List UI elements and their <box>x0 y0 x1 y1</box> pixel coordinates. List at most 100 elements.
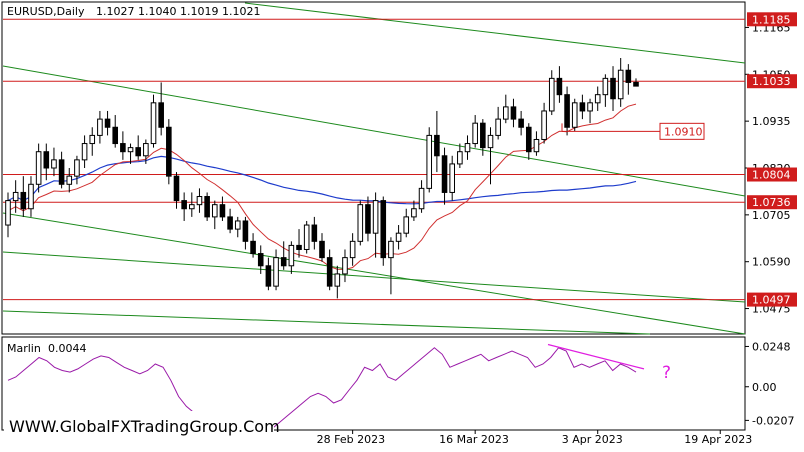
bull-candle-body <box>357 204 364 242</box>
oscillator-axis-label: -0.0207 <box>752 414 794 427</box>
candle <box>365 196 371 242</box>
bear-candle-body <box>166 126 172 177</box>
candle <box>411 200 417 221</box>
bull-candle-body <box>143 143 149 157</box>
bull-candle-body <box>234 220 241 230</box>
candle <box>234 216 241 238</box>
candle <box>525 123 532 160</box>
candle <box>43 143 50 181</box>
bull-candle-body <box>196 196 203 206</box>
candle <box>265 257 272 291</box>
bear-candle-body <box>257 253 264 267</box>
bear-candle-body <box>311 224 318 242</box>
candle <box>74 155 80 185</box>
candle <box>250 233 256 258</box>
bear-candle-body <box>112 126 119 145</box>
bear-candle-body <box>296 244 302 250</box>
level-price-label: 1.0736 <box>752 196 791 209</box>
candle <box>633 78 639 87</box>
candle <box>434 110 440 173</box>
bull-candle-body <box>81 143 88 161</box>
candle <box>158 82 164 136</box>
candle <box>97 110 103 144</box>
bull-candle-body <box>51 159 57 169</box>
bear-candle-body <box>319 240 325 259</box>
bull-candle-body <box>66 175 73 185</box>
bull-candle-body <box>541 110 547 140</box>
bull-candle-body <box>372 200 379 234</box>
channel-line <box>2 251 746 303</box>
bear-candle-body <box>564 94 570 128</box>
candle <box>5 192 11 238</box>
candle <box>518 110 524 136</box>
candle <box>388 237 394 295</box>
candle <box>81 135 88 168</box>
bear-candle-body <box>510 106 517 120</box>
bear-candle-body <box>181 200 187 210</box>
bull-candle-body <box>97 118 103 136</box>
bear-candle-body <box>250 240 256 255</box>
candle <box>303 220 310 254</box>
candle <box>457 143 463 168</box>
bull-candle-body <box>617 69 624 100</box>
bear-candle-body <box>625 69 632 83</box>
candle <box>196 188 203 213</box>
candle <box>372 192 379 258</box>
oscillator-value: 0.0044 <box>48 342 87 355</box>
bear-candle-body <box>579 102 586 112</box>
bull-candle-body <box>189 204 195 210</box>
candle <box>89 127 96 156</box>
watermark-box <box>4 411 274 439</box>
candle <box>602 74 609 107</box>
bull-candle-body <box>12 191 19 202</box>
candle <box>426 127 433 193</box>
candle <box>326 249 333 291</box>
level-price-label: 1.1185 <box>752 13 791 26</box>
bull-candle-body <box>28 183 34 210</box>
bull-candle-body <box>587 102 593 112</box>
candle <box>58 151 65 189</box>
candle <box>28 176 34 217</box>
bull-candle-body <box>349 240 356 259</box>
candle <box>418 180 425 213</box>
candle <box>441 147 448 205</box>
callout-box <box>659 122 705 140</box>
candle <box>587 98 593 124</box>
oscillator-panel-frame <box>1 336 746 431</box>
blue-moving-average <box>7 155 637 205</box>
axis-layer: 1.04751.05901.07051.08201.09351.10501.11… <box>317 12 797 446</box>
bear-candle-body <box>434 134 440 157</box>
candle <box>556 66 563 103</box>
candle <box>280 241 287 270</box>
question-mark-annotation: ? <box>662 363 671 383</box>
bear-candle-body <box>326 257 333 287</box>
candle <box>349 233 356 266</box>
symbol-label: EURUSD,Daily <box>7 5 85 18</box>
candle <box>173 172 180 209</box>
candle <box>403 208 410 238</box>
level-price-label: 1.0804 <box>752 169 791 182</box>
level-price-box <box>747 195 797 210</box>
bull-candle-body <box>150 102 157 145</box>
candle <box>181 192 187 221</box>
price-axis-label: 1.0935 <box>752 115 791 128</box>
candle <box>610 66 616 111</box>
level-price-box <box>747 167 797 182</box>
bear-candle-body <box>365 204 371 234</box>
bear-candle-body <box>227 216 233 230</box>
candle <box>510 98 517 128</box>
bull-candle-body <box>449 163 455 193</box>
bull-candle-body <box>334 273 341 287</box>
bull-candle-body <box>411 208 417 218</box>
bear-candle-body <box>265 265 272 287</box>
candle <box>342 249 348 283</box>
candle <box>12 180 19 213</box>
bull-candle-body <box>5 200 11 226</box>
candle <box>357 200 364 246</box>
bull-candle-body <box>548 77 555 112</box>
bull-candle-body <box>495 118 501 136</box>
bull-candle-body <box>89 134 96 145</box>
date-axis-label: 28 Feb 2023 <box>317 433 385 446</box>
bear-candle-body <box>219 204 226 218</box>
bear-candle-body <box>280 257 287 267</box>
